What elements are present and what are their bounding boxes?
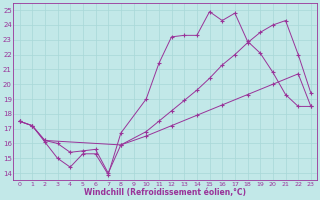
X-axis label: Windchill (Refroidissement éolien,°C): Windchill (Refroidissement éolien,°C): [84, 188, 246, 197]
